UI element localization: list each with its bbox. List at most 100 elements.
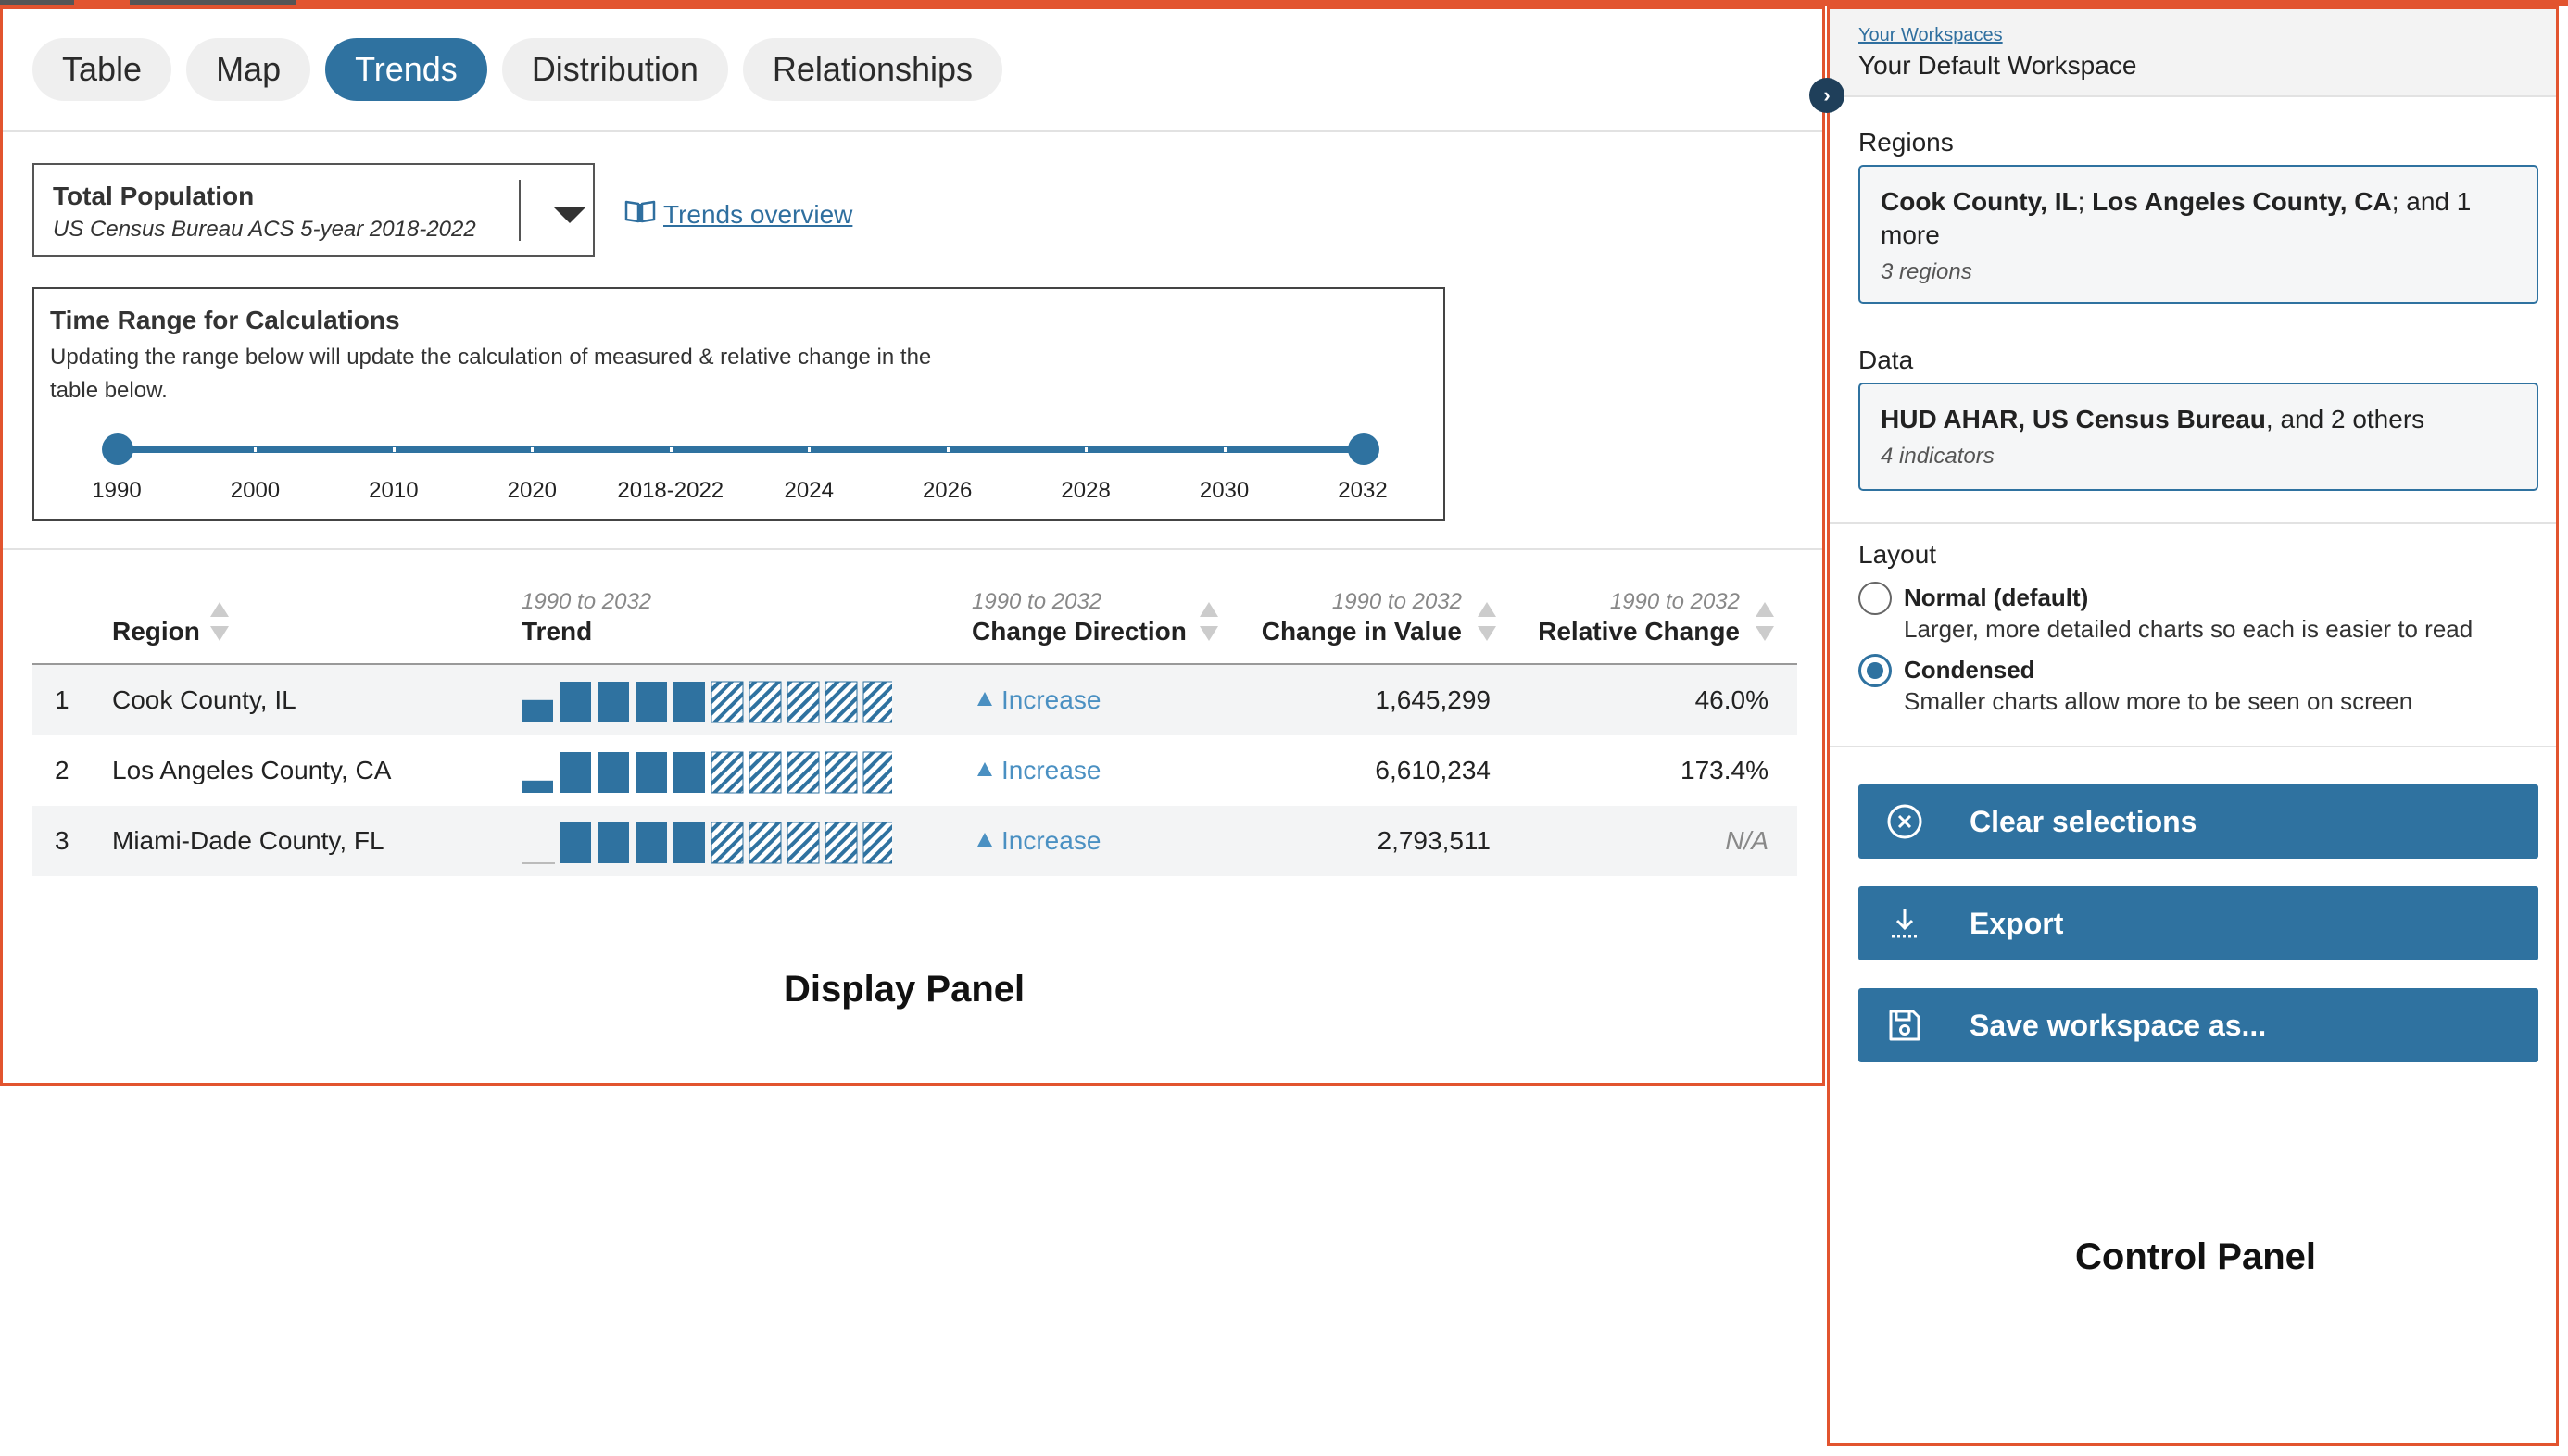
clear-selections-button[interactable]: Clear selections	[1858, 784, 2538, 859]
value-range-label: 1990 to 2032	[1331, 589, 1462, 614]
row-change-value: 2,793,511	[1377, 826, 1492, 855]
table-row[interactable]: 3 Miami-Dade County, FL Increase 2,793,5…	[32, 806, 1797, 876]
tab-map[interactable]: Map	[186, 38, 311, 101]
view-tabs: Table Map Trends Distribution Relationsh…	[32, 38, 1003, 101]
sort-icon[interactable]	[1756, 602, 1774, 645]
trend-bar-measured	[560, 822, 591, 863]
value-column-header[interactable]: Change in Value	[1261, 617, 1462, 646]
tab-table[interactable]: Table	[32, 38, 172, 101]
row-direction: Increase	[977, 806, 1101, 876]
table-row[interactable]: 2 Los Angeles County, CA Increase 6,610,…	[32, 735, 1797, 806]
triangle-up-icon	[977, 761, 992, 776]
tab-distribution[interactable]: Distribution	[501, 38, 728, 101]
tab-trends[interactable]: Trends	[325, 38, 487, 101]
sort-icon[interactable]	[1200, 602, 1218, 645]
data-selector[interactable]: HUD AHAR, US Census Bureau, and 2 others…	[1858, 383, 2538, 491]
trends-overview-label: Trends overview	[663, 199, 853, 229]
region-column-header[interactable]: Region	[112, 617, 200, 646]
chevron-down-icon[interactable]	[554, 207, 585, 223]
data-label: Data	[1858, 345, 1914, 374]
trend-bar-projected	[825, 822, 858, 864]
table-row[interactable]: 1 Cook County, IL Increase 1,645,299 46.…	[32, 665, 1797, 735]
indicator-source: US Census Bureau ACS 5-year 2018-2022	[53, 217, 476, 242]
direction-label: Increase	[1001, 826, 1101, 855]
trends-overview-link[interactable]: Trends overview	[624, 199, 852, 230]
trend-range-label: 1990 to 2032	[522, 589, 652, 614]
direction-label: Increase	[1001, 685, 1101, 714]
export-button[interactable]: Export	[1858, 886, 2538, 960]
sort-icon[interactable]	[210, 602, 229, 645]
trend-sparkline	[522, 681, 892, 723]
layout-condensed-desc: Smaller charts allow more to be seen on …	[1904, 687, 2413, 715]
slider-label: 2032	[1338, 478, 1388, 503]
slider-label: 2030	[1199, 478, 1250, 503]
regions-selector[interactable]: Cook County, IL; Los Angeles County, CA;…	[1858, 165, 2538, 304]
indicator-select[interactable]: Total Population US Census Bureau ACS 5-…	[32, 163, 595, 257]
data-count: 4 indicators	[1881, 444, 1995, 469]
slider-tick	[669, 447, 673, 452]
slider-tick	[531, 447, 535, 452]
row-rank: 3	[55, 826, 69, 855]
trend-bar-measured	[522, 780, 553, 793]
sort-icon[interactable]	[1478, 602, 1496, 645]
tabs-divider	[3, 130, 1822, 132]
trend-bar-measured	[598, 682, 629, 722]
layout-condensed-title[interactable]: Condensed	[1904, 656, 2035, 684]
trend-bar-measured	[636, 822, 667, 863]
top-strip-segment	[0, 0, 74, 5]
trend-bar-projected	[787, 751, 820, 794]
time-range-slider-track[interactable]	[117, 446, 1363, 453]
collapse-panel-button[interactable]: ›	[1809, 78, 1844, 113]
trend-bar-measured	[522, 699, 553, 722]
row-change-value: 1,645,299	[1375, 685, 1491, 714]
row-region: Cook County, IL	[112, 685, 296, 714]
slider-tick	[1085, 447, 1089, 452]
section-divider	[3, 548, 1822, 550]
trend-bar-projected	[862, 681, 892, 723]
slider-start-handle[interactable]	[102, 433, 133, 465]
trend-bar-projected	[825, 751, 858, 794]
slider-label: 2010	[369, 478, 419, 503]
slider-label: 2000	[230, 478, 281, 503]
trend-bar-projected	[711, 681, 744, 723]
layout-normal-title[interactable]: Normal (default)	[1904, 584, 2089, 611]
slider-label: 2024	[784, 478, 834, 503]
regions-summary: Cook County, IL; Los Angeles County, CA;…	[1881, 187, 2472, 249]
row-rank: 2	[55, 756, 69, 784]
layout-normal-radio[interactable]	[1858, 582, 1892, 615]
save-workspace-button[interactable]: Save workspace as...	[1858, 988, 2538, 1062]
trend-bar-projected	[825, 681, 858, 723]
trend-bar-projected	[862, 751, 892, 794]
tab-relationships[interactable]: Relationships	[742, 38, 1003, 101]
export-label: Export	[1970, 906, 2064, 940]
table-header-rule	[32, 663, 1797, 665]
section-divider	[1830, 746, 2556, 747]
trend-bar-projected	[749, 822, 782, 864]
trend-bar-measured	[673, 752, 705, 793]
relative-column-header[interactable]: Relative Change	[1538, 617, 1740, 646]
slider-end-handle[interactable]	[1348, 433, 1379, 465]
your-workspaces-link[interactable]: Your Workspaces	[1858, 25, 2003, 45]
trend-bar-measured	[598, 752, 629, 793]
time-range-title: Time Range for Calculations	[50, 306, 400, 334]
trend-bar-measured	[673, 822, 705, 863]
row-direction: Increase	[977, 735, 1101, 806]
trend-sparkline	[522, 751, 892, 794]
trend-bar-measured	[636, 752, 667, 793]
time-range-box: Time Range for Calculations Updating the…	[32, 287, 1445, 521]
trend-bar-measured	[673, 682, 705, 722]
row-relative-change: N/A	[1725, 826, 1769, 855]
direction-label: Increase	[1001, 756, 1101, 784]
trend-bar-measured	[560, 682, 591, 722]
trend-bar-projected	[749, 751, 782, 794]
layout-condensed-radio[interactable]	[1858, 654, 1892, 687]
slider-tick	[392, 447, 396, 452]
relative-range-label: 1990 to 2032	[1609, 589, 1740, 614]
trend-sparkline	[522, 822, 892, 864]
book-icon	[624, 199, 656, 230]
direction-column-header[interactable]: Change Direction	[972, 617, 1187, 646]
trend-bar-measured	[598, 822, 629, 863]
triangle-up-icon	[977, 691, 992, 706]
control-panel: Your Workspaces Your Default Workspace R…	[1827, 6, 2559, 1446]
layout-normal-desc: Larger, more detailed charts so each is …	[1904, 615, 2474, 643]
